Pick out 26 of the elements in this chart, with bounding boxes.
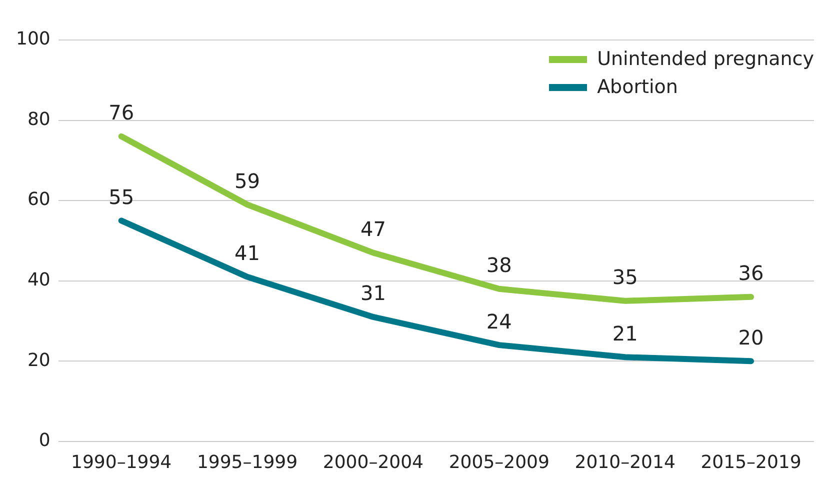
data-label: 20 bbox=[738, 325, 764, 350]
data-label: 38 bbox=[486, 253, 512, 278]
data-label: 36 bbox=[738, 261, 764, 286]
data-label: 47 bbox=[360, 216, 386, 241]
data-label: 41 bbox=[234, 241, 260, 266]
data-label: 35 bbox=[612, 265, 638, 290]
x-tick-label: 2015–2019 bbox=[700, 452, 802, 473]
data-label: 55 bbox=[108, 184, 134, 209]
y-tick-label: 60 bbox=[27, 189, 50, 210]
legend-label: Unintended pregnancy bbox=[597, 48, 814, 70]
legend-label: Abortion bbox=[597, 76, 678, 98]
x-tick-label: 1995–1999 bbox=[196, 452, 298, 473]
data-label: 24 bbox=[486, 309, 512, 334]
data-label: 76 bbox=[108, 100, 134, 125]
y-tick-label: 100 bbox=[16, 28, 50, 50]
x-tick-label: 2005–2009 bbox=[448, 452, 550, 473]
x-tick-label: 2000–2004 bbox=[322, 452, 424, 473]
x-tick-label: 2010–2014 bbox=[574, 452, 676, 473]
y-tick-label: 40 bbox=[27, 270, 50, 291]
y-tick-label: 20 bbox=[27, 350, 50, 371]
data-label: 31 bbox=[360, 281, 386, 306]
y-tick-label: 0 bbox=[38, 430, 50, 452]
y-tick-label: 80 bbox=[27, 108, 50, 130]
data-label: 21 bbox=[612, 321, 638, 346]
data-label: 59 bbox=[234, 168, 260, 193]
x-tick-label: 1990–1994 bbox=[71, 452, 172, 473]
